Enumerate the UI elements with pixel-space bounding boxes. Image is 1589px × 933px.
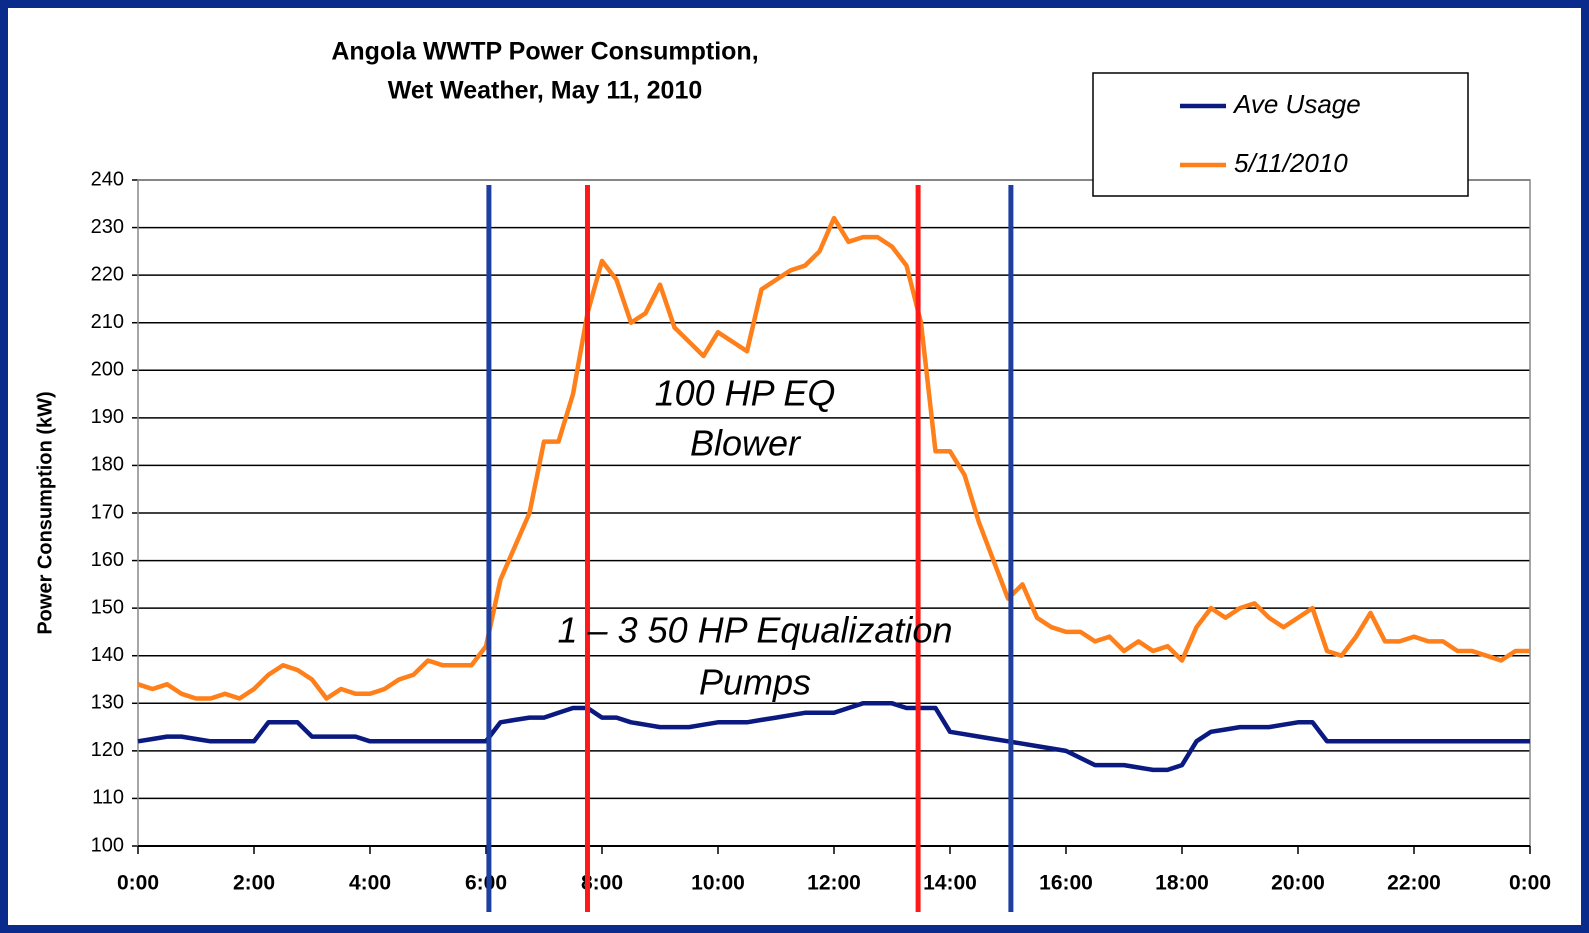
x-tick-label: 6:00 (465, 872, 507, 895)
y-tick-label: 140 (91, 644, 124, 666)
y-tick-label: 200 (91, 359, 124, 381)
y-tick-label: 230 (91, 216, 124, 238)
legend: Ave Usage 5/11/2010 (1092, 72, 1469, 197)
y-tick-label: 170 (91, 501, 124, 523)
legend-label: 5/11/2010 (1234, 148, 1348, 178)
y-tick-label: 220 (91, 263, 124, 285)
x-tick-label: 8:00 (581, 872, 623, 895)
x-tick-label: 12:00 (807, 872, 861, 895)
x-tick-label: 22:00 (1387, 872, 1441, 895)
annotation: Pumps (699, 662, 811, 703)
x-tick-label: 0:00 (1509, 872, 1551, 895)
y-tick-label: 180 (91, 454, 124, 476)
series-line (137, 701, 1530, 773)
x-tick-label: 10:00 (691, 872, 745, 895)
y-tick-label: 240 (91, 168, 124, 190)
chart-subtitle: Wet Weather, May 11, 2010 (388, 77, 703, 105)
annotation: 100 HP EQ (655, 373, 836, 414)
y-tick-label: 120 (91, 739, 124, 761)
x-tick-label: 14:00 (923, 872, 977, 895)
annotation: Blower (690, 423, 802, 464)
y-tick-label: 110 (92, 787, 124, 809)
x-tick-label: 18:00 (1155, 872, 1209, 895)
y-tick-label: 160 (91, 549, 124, 571)
series-line (137, 215, 1530, 701)
annotation: 1 – 3 50 HP Equalization (558, 610, 953, 651)
y-tick-label: 150 (91, 596, 124, 618)
x-tick-label: 2:00 (233, 872, 275, 895)
chart-title: Angola WWTP Power Consumption, (331, 38, 758, 66)
y-axis-label: Power Consumption (kW) (34, 391, 56, 634)
x-tick-label: 0:00 (117, 872, 159, 895)
legend-label: Ave Usage (1232, 89, 1361, 119)
legend-box (1092, 72, 1469, 197)
y-tick-label: 130 (91, 692, 124, 714)
x-tick-label: 16:00 (1039, 872, 1093, 895)
x-tick-label: 4:00 (349, 872, 391, 895)
x-tick-label: 20:00 (1271, 872, 1325, 895)
y-tick-label: 100 (91, 834, 124, 856)
y-tick-label: 210 (91, 311, 124, 333)
y-tick-label: 190 (91, 406, 124, 428)
